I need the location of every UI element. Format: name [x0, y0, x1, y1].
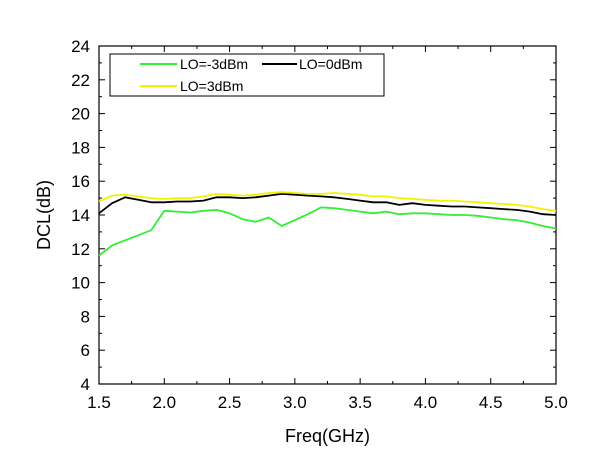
x-tick-label: 3.0	[283, 393, 307, 412]
x-axis-title: Freq(GHz)	[285, 426, 370, 446]
x-tick-label: 1.5	[87, 393, 111, 412]
series-layer	[98, 191, 557, 257]
legend-label-2: LO=0dBm	[299, 56, 362, 72]
y-tick-label: 6	[81, 341, 90, 360]
y-tick-label: 12	[71, 240, 90, 259]
legend-label-1: LO=-3dBm	[180, 56, 248, 72]
axes-layer: 1.5 2.0 2.5 3.0 3.5 4.0 4.5 5.0 4 6 8 10 12 14 16 18 20 2…	[71, 37, 568, 412]
y-axis-title: DCL(dB)	[34, 180, 54, 250]
series-line-3	[98, 191, 557, 212]
legend: LO=-3dBm LO=0dBm LO=3dBm	[109, 53, 385, 97]
legend-box	[109, 53, 385, 97]
y-tick-label: 14	[71, 206, 90, 225]
series-line-2	[98, 192, 557, 216]
y-tick-label: 24	[71, 37, 90, 56]
y-tick-label: 16	[71, 172, 90, 191]
x-tick-label: 4.0	[414, 393, 438, 412]
y-tick-label: 20	[71, 105, 90, 124]
legend-label-3: LO=3dBm	[180, 78, 243, 94]
y-tick-label: 4	[81, 375, 90, 394]
x-tick-label: 4.5	[479, 393, 503, 412]
y-tick-label: 10	[71, 274, 90, 293]
x-tick-label: 3.5	[348, 393, 372, 412]
y-tick-label: 8	[81, 307, 90, 326]
series-line-1	[98, 206, 557, 257]
x-tick-label: 5.0	[544, 393, 568, 412]
y-tick-label: 18	[71, 138, 90, 157]
y-tick-label: 22	[71, 71, 90, 90]
x-tick-label: 2.5	[218, 393, 242, 412]
plot-frame	[98, 45, 557, 385]
x-tick-label: 2.0	[152, 393, 176, 412]
